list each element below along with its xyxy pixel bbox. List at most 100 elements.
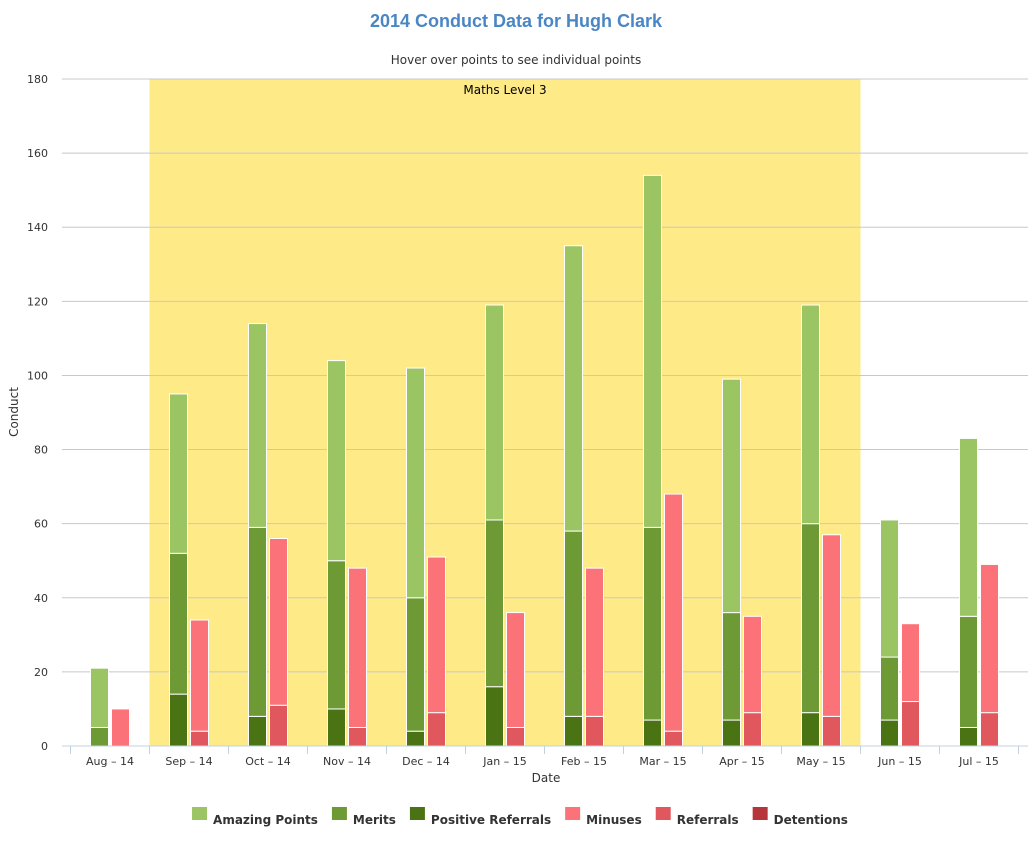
- chart-title: 2014 Conduct Data for Hugh Clark: [370, 11, 663, 31]
- bar-minuses-aug-14[interactable]: [111, 708, 130, 747]
- bar-minuses-oct-14[interactable]: [269, 537, 288, 706]
- bar-amazing-points-feb-15[interactable]: [564, 245, 583, 532]
- bar-positive-referrals-dec-14[interactable]: [406, 730, 425, 747]
- chart-subtitle: Hover over points to see individual poin…: [391, 53, 641, 67]
- y-tick-label: 80: [34, 444, 48, 457]
- legend-label: Amazing Points: [213, 813, 318, 827]
- bar-positive-referrals-jul-15[interactable]: [959, 726, 978, 747]
- bar-merits-jun-15[interactable]: [880, 656, 899, 721]
- bar-merits-nov-14[interactable]: [327, 560, 346, 710]
- bar-referrals-nov-14[interactable]: [348, 726, 367, 747]
- bar-minuses-mar-15[interactable]: [664, 493, 683, 732]
- bar-merits-jan-15[interactable]: [485, 519, 504, 688]
- legend-item-amazing-points[interactable]: Amazing Points: [192, 807, 318, 827]
- bar-positive-referrals-nov-14[interactable]: [327, 708, 346, 747]
- bar-minuses-apr-15[interactable]: [743, 615, 762, 714]
- legend-swatch: [409, 807, 425, 820]
- bar-minuses-feb-15[interactable]: [585, 567, 604, 717]
- bar-amazing-points-apr-15[interactable]: [722, 378, 741, 614]
- bar-referrals-may-15[interactable]: [822, 715, 841, 747]
- bar-minuses-jan-15[interactable]: [506, 612, 525, 728]
- x-tick-label: Oct – 14: [245, 755, 291, 768]
- legend-swatch: [192, 807, 208, 820]
- bar-amazing-points-jul-15[interactable]: [959, 437, 978, 617]
- plot-band-maths-level-3: [149, 79, 861, 746]
- grid-lines: [62, 78, 1028, 673]
- legend-item-merits[interactable]: Merits: [331, 807, 396, 827]
- x-tick-label: Mar – 15: [639, 755, 686, 768]
- bar-minuses-may-15[interactable]: [822, 534, 841, 717]
- bar-referrals-jul-15[interactable]: [980, 712, 999, 747]
- bar-amazing-points-jan-15[interactable]: [485, 304, 504, 521]
- bar-referrals-apr-15[interactable]: [743, 712, 762, 747]
- x-tick-label: Jan – 15: [482, 755, 526, 768]
- bar-amazing-points-aug-14[interactable]: [90, 667, 109, 728]
- bar-amazing-points-nov-14[interactable]: [327, 360, 346, 562]
- y-axis-title: Conduct: [7, 387, 21, 437]
- x-tick-label: Sep – 14: [165, 755, 212, 768]
- bar-minuses-jul-15[interactable]: [980, 563, 999, 714]
- bar-amazing-points-may-15[interactable]: [801, 304, 820, 525]
- legend-item-positive-referrals[interactable]: Positive Referrals: [409, 807, 551, 827]
- x-axis-ticks: Aug – 14 Sep – 14 Oct – 14 Nov – 14 Dec – 14…: [70, 746, 1019, 768]
- y-tick-label: 120: [27, 295, 48, 308]
- plot-band-label: Maths Level 3: [463, 83, 546, 97]
- bar-positive-referrals-apr-15[interactable]: [722, 719, 741, 747]
- bar-amazing-points-dec-14[interactable]: [406, 367, 425, 599]
- x-axis-title: Date: [532, 771, 561, 785]
- bar-merits-oct-14[interactable]: [248, 526, 267, 717]
- bar-merits-dec-14[interactable]: [406, 597, 425, 732]
- bar-merits-jul-15[interactable]: [959, 615, 978, 728]
- bar-merits-may-15[interactable]: [801, 523, 820, 714]
- bar-positive-referrals-oct-14[interactable]: [248, 715, 267, 747]
- bar-merits-aug-14[interactable]: [90, 726, 109, 747]
- bar-positive-referrals-jan-15[interactable]: [485, 686, 504, 747]
- bar-referrals-dec-14[interactable]: [427, 712, 446, 747]
- bar-merits-mar-15[interactable]: [643, 526, 662, 721]
- y-tick-label: 100: [27, 369, 48, 382]
- legend-label: Detentions: [774, 813, 848, 827]
- x-tick-label: Jul – 15: [958, 755, 999, 768]
- bar-amazing-points-mar-15[interactable]: [643, 174, 662, 528]
- bar-merits-apr-15[interactable]: [722, 612, 741, 721]
- y-tick-label: 20: [34, 666, 48, 679]
- bar-merits-feb-15[interactable]: [564, 530, 583, 717]
- bar-amazing-points-sep-14[interactable]: [169, 393, 188, 554]
- legend-item-minuses[interactable]: Minuses: [565, 807, 642, 827]
- y-axis-ticks: 0 20 40 60 80 100 120 140 160 180: [27, 73, 48, 753]
- bar-amazing-points-jun-15[interactable]: [880, 519, 899, 658]
- plot-band-layer: Maths Level 3: [149, 79, 861, 746]
- legend-label: Merits: [353, 813, 396, 827]
- bar-referrals-jun-15[interactable]: [901, 701, 920, 747]
- x-tick-label: Apr – 15: [719, 755, 765, 768]
- bar-minuses-sep-14[interactable]: [190, 619, 209, 732]
- legend-swatch: [565, 807, 581, 820]
- bar-positive-referrals-may-15[interactable]: [801, 712, 820, 747]
- legend-item-detentions[interactable]: Detentions: [752, 807, 848, 827]
- bar-minuses-nov-14[interactable]: [348, 567, 367, 728]
- bar-merits-sep-14[interactable]: [169, 552, 188, 695]
- legend-item-referrals[interactable]: Referrals: [655, 807, 739, 827]
- legend-label: Minuses: [586, 813, 642, 827]
- x-tick-label: Nov – 14: [323, 755, 371, 768]
- bar-positive-referrals-feb-15[interactable]: [564, 715, 583, 747]
- bar-referrals-oct-14[interactable]: [269, 704, 288, 747]
- x-tick-label: May – 15: [796, 755, 845, 768]
- legend-swatch: [655, 807, 671, 820]
- bar-referrals-sep-14[interactable]: [190, 730, 209, 747]
- bar-referrals-mar-15[interactable]: [664, 730, 683, 747]
- bar-positive-referrals-jun-15[interactable]: [880, 719, 899, 747]
- bar-referrals-jan-15[interactable]: [506, 726, 525, 747]
- bar-positive-referrals-mar-15[interactable]: [643, 719, 662, 747]
- bar-amazing-points-oct-14[interactable]: [248, 323, 267, 528]
- y-tick-label: 0: [41, 740, 48, 753]
- y-tick-label: 140: [27, 221, 48, 234]
- bars: [90, 174, 999, 747]
- y-tick-label: 40: [34, 592, 48, 605]
- bar-minuses-jun-15[interactable]: [901, 623, 920, 703]
- bar-minuses-dec-14[interactable]: [427, 556, 446, 714]
- x-tick-label: Dec – 14: [402, 755, 450, 768]
- bar-referrals-feb-15[interactable]: [585, 715, 604, 747]
- bar-positive-referrals-sep-14[interactable]: [169, 693, 188, 747]
